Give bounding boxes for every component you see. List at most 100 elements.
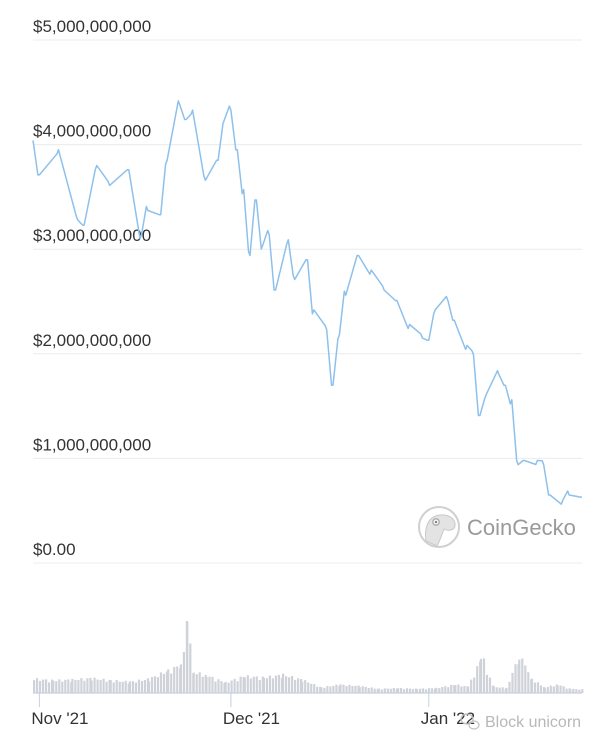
volume-bar: [351, 686, 354, 693]
volume-bar: [224, 681, 227, 693]
volume-bar: [377, 688, 380, 693]
volume-bar: [492, 686, 495, 693]
volume-bar: [150, 677, 154, 693]
price-line: [32, 100, 582, 505]
volume-bar: [441, 687, 444, 693]
volume-bar: [294, 679, 297, 693]
volume-bar: [51, 679, 54, 693]
volume-bar: [434, 688, 437, 693]
volume-bar: [408, 688, 412, 693]
volume-bar: [236, 681, 239, 693]
volume-bar: [447, 687, 450, 693]
volume-bar: [342, 684, 345, 693]
volume-bar: [549, 685, 552, 693]
volume-bar: [67, 679, 70, 693]
volume-bar: [354, 685, 357, 693]
volume-bar: [74, 679, 77, 693]
volume-bar: [358, 687, 361, 693]
volume-bar: [262, 678, 265, 693]
volume-bar: [395, 688, 398, 693]
volume-bar: [173, 666, 176, 693]
volume-bar: [167, 669, 170, 693]
volume-bar: [524, 665, 527, 693]
volume-bar: [511, 672, 514, 693]
volume-bar: [539, 685, 543, 693]
volume-bar: [476, 666, 479, 693]
volume-bar: [383, 688, 386, 693]
volume-bar: [386, 688, 389, 693]
volume-bar: [70, 681, 73, 693]
volume-bar: [153, 676, 157, 693]
volume-bar: [198, 672, 201, 693]
volume-bar: [137, 679, 140, 693]
volume-bar: [389, 688, 392, 693]
x-axis-labels: Nov '21 Dec '21 Jan '22: [31, 693, 475, 728]
volume-bar: [105, 681, 108, 693]
wechat-icon: [460, 713, 480, 730]
volume-bar: [339, 684, 342, 693]
volume-bar: [96, 679, 99, 693]
volume-bar: [217, 679, 220, 693]
y-tick-label: $4,000,000,000: [33, 122, 151, 141]
volume-bar: [367, 688, 370, 693]
volume-bar: [514, 664, 517, 693]
volume-bar: [297, 678, 300, 693]
y-axis-labels: $5,000,000,000 $4,000,000,000 $3,000,000,0…: [33, 17, 151, 559]
volume-bar: [422, 688, 425, 693]
volume-bar: [405, 688, 409, 693]
volume-bar: [36, 678, 39, 693]
y-tick-label: $0.00: [33, 540, 76, 559]
volume-bar: [83, 680, 86, 693]
volume-bar: [316, 686, 319, 693]
volume-bar: [380, 689, 383, 693]
volume-bar: [239, 676, 242, 693]
volume-bar: [578, 689, 581, 693]
volume-bar: [52, 680, 55, 693]
volume-bar: [179, 664, 182, 693]
volume-bar: [99, 680, 102, 693]
volume-bar: [508, 681, 511, 693]
volume-bar: [182, 651, 185, 693]
volume-bar: [109, 680, 112, 693]
volume-bar: [332, 685, 335, 693]
volume-bar: [39, 680, 42, 693]
volume-bar: [48, 682, 51, 693]
volume-bar: [192, 672, 195, 693]
volume-bar: [112, 682, 115, 693]
volume-bar: [521, 658, 524, 693]
volume-bar: [258, 680, 261, 693]
watermark: Block unicorn: [460, 713, 581, 731]
volume-bar: [124, 680, 127, 693]
volume-bar: [323, 687, 326, 693]
volume-bar: [165, 671, 169, 693]
volume-bar: [246, 675, 249, 693]
coingecko-logo: CoinGecko: [418, 506, 576, 548]
volume-bar: [90, 680, 93, 693]
volume-bar: [77, 680, 80, 693]
volume-bar: [373, 688, 376, 693]
volume-bar: [208, 676, 211, 693]
volume-bar: [230, 680, 233, 693]
volume-bar: [127, 683, 130, 693]
volume-bar: [93, 677, 96, 693]
volume-bar: [428, 688, 431, 693]
x-tick-label: Dec '21: [223, 709, 280, 728]
volume-bar: [569, 689, 572, 693]
volume-bar: [131, 681, 134, 693]
volume-bar: [128, 681, 131, 693]
y-tick-label: $3,000,000,000: [33, 226, 151, 245]
volume-bar: [416, 689, 419, 693]
volume-bar: [485, 674, 489, 693]
volume-bar: [55, 681, 58, 693]
volume-bar: [361, 686, 364, 693]
volume-bar: [271, 678, 274, 693]
volume-bar: [159, 672, 163, 693]
volume-bars: [33, 621, 584, 693]
volume-bar: [274, 675, 277, 693]
volume-bar: [536, 682, 540, 693]
volume-bar: [518, 659, 521, 693]
grid: [33, 39, 582, 564]
volume-bar: [565, 688, 568, 693]
volume-bar: [454, 685, 457, 693]
volume-bar: [326, 686, 329, 693]
